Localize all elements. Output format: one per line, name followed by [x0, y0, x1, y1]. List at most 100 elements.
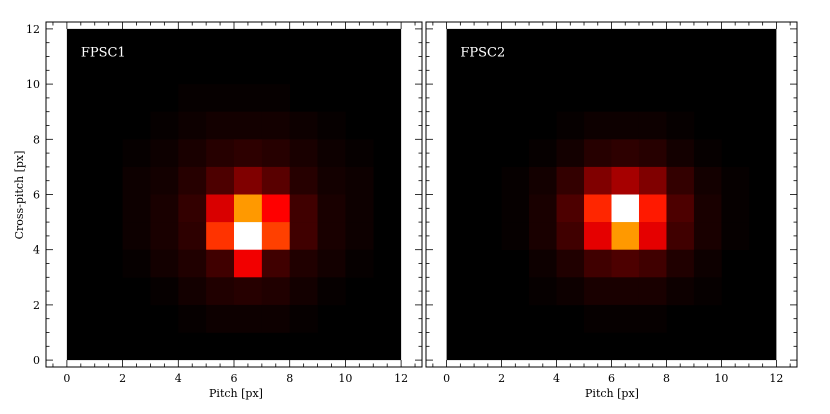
heatmap-cell	[638, 222, 667, 250]
heatmap-cell	[666, 222, 695, 250]
x-tick-label: 4	[553, 372, 560, 385]
x-tick-label: 8	[286, 372, 293, 385]
heatmap-cell	[529, 277, 557, 306]
x-tick-label: 6	[608, 372, 615, 385]
heatmap-cell	[611, 111, 640, 140]
heatmap-cell	[529, 194, 557, 223]
heatmap-cell	[234, 139, 263, 168]
heatmap-cell	[611, 222, 640, 250]
heatmap-cell	[556, 194, 585, 223]
heatmap-cell	[317, 277, 346, 306]
heatmap-cell	[206, 111, 235, 140]
heatmap-cell	[666, 277, 695, 306]
heatmap-cell	[206, 222, 235, 250]
y-tick-label: 10	[26, 78, 40, 91]
heatmap-cell	[261, 166, 291, 195]
heatmap-cell	[666, 194, 695, 223]
heatmap-cell	[150, 139, 179, 168]
heatmap-cell	[638, 304, 667, 333]
heatmap-cell	[317, 111, 346, 140]
heatmap-cell	[501, 166, 530, 195]
heatmap-cell	[150, 249, 179, 278]
x-tick-label: 6	[231, 372, 238, 385]
heatmap-cell	[317, 222, 346, 250]
heatmap-cell	[150, 277, 179, 306]
heatmap-cell	[234, 166, 263, 195]
heatmap-cell	[317, 139, 346, 168]
heatmap-cell	[150, 111, 179, 140]
heatmap-cell	[289, 166, 318, 195]
heatmap-cell	[556, 166, 585, 195]
heatmap-cell	[261, 304, 291, 333]
heatmap-cell	[501, 194, 530, 223]
heatmap-cell	[206, 166, 235, 195]
heatmap-cell	[234, 222, 263, 250]
heatmap-cell	[584, 139, 612, 168]
heatmap-cell	[122, 222, 151, 250]
y-tick-label: 6	[33, 189, 40, 202]
heatmap-cell	[666, 166, 695, 195]
panel-fpsc2: FPSC2 0 2 4 6 8 10 12	[425, 21, 798, 385]
heatmap-cell	[206, 249, 235, 278]
x-tick-label: 10	[714, 372, 728, 385]
heatmap-cell	[638, 166, 667, 195]
heatmap-cell	[693, 139, 722, 168]
heatmap-cell	[556, 111, 585, 140]
y-tick-label: 12	[26, 23, 40, 36]
heatmap-cell	[638, 194, 667, 223]
heatmap-cell	[721, 194, 750, 223]
heatmap-cell	[122, 139, 151, 168]
x-tick-label: 8	[663, 372, 670, 385]
y-tick-label: 8	[33, 133, 40, 146]
heatmap-cell	[611, 166, 640, 195]
x-axis-label-fpsc1: Pitch [px]	[209, 387, 263, 400]
heatmap-cell	[206, 139, 235, 168]
heatmap-cell	[122, 194, 151, 223]
x-tick-label: 0	[63, 372, 70, 385]
heatmap-cell	[261, 194, 291, 223]
heatmap-cell	[289, 194, 318, 223]
heatmap-cell	[584, 194, 612, 223]
heatmap-cell	[529, 249, 557, 278]
heatmap-cell	[206, 277, 235, 306]
heatmap-cell	[289, 277, 318, 306]
panel-title: FPSC1	[81, 46, 126, 61]
heatmap-cell	[584, 111, 612, 140]
heatmap-cell	[178, 222, 207, 250]
heatmap-cell	[693, 194, 722, 223]
heatmap-cell	[206, 84, 235, 112]
x-axis-label-fpsc2: Pitch [px]	[585, 387, 639, 400]
heatmap-cell	[638, 249, 667, 278]
heatmap-cell	[611, 249, 640, 278]
x-tick-label: 10	[338, 372, 352, 385]
heatmap-cell	[345, 194, 374, 223]
heatmap-cell	[584, 304, 612, 333]
heatmap-cell	[150, 222, 179, 250]
heatmap-cell	[693, 222, 722, 250]
x-tick-label: 12	[394, 372, 408, 385]
heatmap-cell	[178, 111, 207, 140]
heatmap-cell	[345, 249, 374, 278]
heatmap-cell	[584, 277, 612, 306]
heatmap-cell	[150, 166, 179, 195]
heatmap-cell	[721, 166, 750, 195]
heatmap-cell	[584, 222, 612, 250]
heatmap-cell	[206, 194, 235, 223]
heatmap-cell	[556, 139, 585, 168]
heatmap-cell	[206, 304, 235, 333]
heatmap-cell	[234, 277, 263, 306]
y-tick-label: 0	[33, 354, 40, 367]
heatmap-cell	[584, 166, 612, 195]
heatmap-cell	[693, 166, 722, 195]
x-tick-label: 4	[175, 372, 182, 385]
heatmap-cell	[345, 222, 374, 250]
heatmap-cell	[261, 249, 291, 278]
heatmap-cell	[122, 249, 151, 278]
heatmap-cell	[289, 139, 318, 168]
x-tick-label: 2	[498, 372, 505, 385]
heatmap-cell	[556, 249, 585, 278]
heatmap-cell	[178, 139, 207, 168]
heatmap-cell	[261, 111, 291, 140]
heatmap-cell	[501, 222, 530, 250]
